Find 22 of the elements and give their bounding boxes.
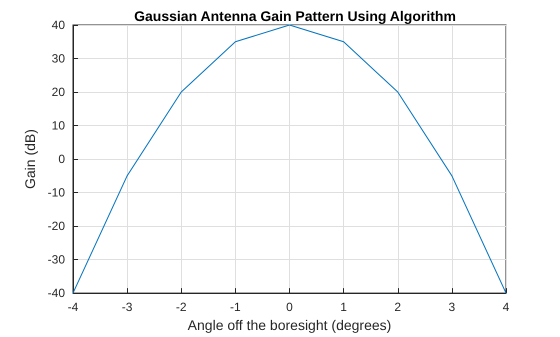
x-tick-label: 0: [286, 300, 294, 314]
y-tick-label: -10: [48, 186, 66, 200]
x-tick-label: 4: [502, 300, 510, 314]
y-tick-label: -20: [48, 219, 66, 234]
y-tick-label: 40: [52, 18, 66, 32]
x-tick-label: -3: [122, 300, 133, 314]
x-tick-label: 2: [394, 300, 402, 314]
x-tick-label: 1: [340, 300, 348, 314]
y-tick-label: 0: [58, 152, 66, 166]
x-tick-label: -1: [230, 300, 242, 314]
y-tick-label: -30: [48, 252, 66, 267]
x-tick-label: -2: [176, 300, 187, 314]
y-tick-label: 10: [52, 118, 66, 133]
x-tick-label: -4: [68, 300, 79, 314]
x-tick-label: 3: [448, 300, 456, 314]
chart-title: Gaussian Antenna Gain Pattern Using Algorithm: [134, 8, 456, 24]
y-tick-label: 20: [52, 85, 66, 100]
y-axis-title: Gain (dB): [22, 129, 38, 190]
y-tick-label: -40: [48, 286, 66, 300]
x-axis-title: Angle off the boresight (degrees): [188, 317, 392, 333]
y-tick-label: 30: [52, 52, 66, 66]
line-series: [72, 24, 506, 294]
